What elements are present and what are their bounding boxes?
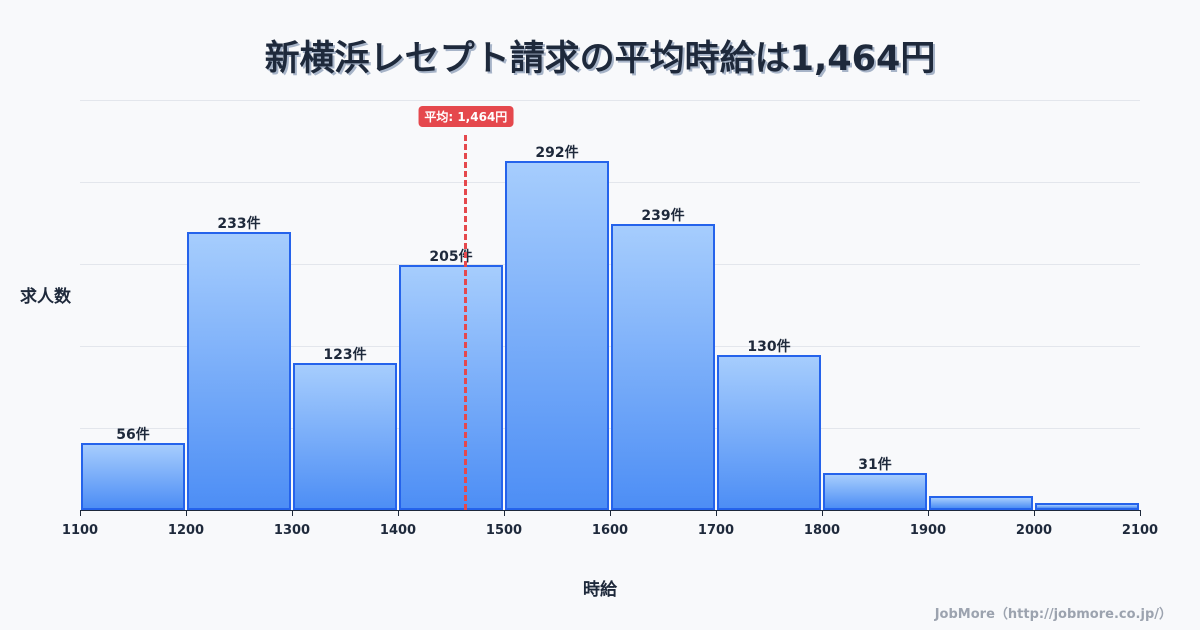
x-tick-mark xyxy=(1034,510,1035,516)
x-tick-label: 1600 xyxy=(591,523,629,538)
x-tick-mark xyxy=(398,510,399,516)
bar-value-label: 205件 xyxy=(429,248,473,265)
gridline xyxy=(80,264,1140,265)
x-tick-label: 1700 xyxy=(697,523,735,538)
chart-title: 新横浜レセプト請求の平均時給は1,464円 xyxy=(264,39,936,79)
x-tick-label: 1900 xyxy=(909,523,947,538)
bar-value-label: 239件 xyxy=(641,208,685,225)
x-tick-label: 2000 xyxy=(1015,523,1053,538)
gridline xyxy=(80,428,1140,429)
x-tick-label: 1100 xyxy=(61,523,99,538)
gridline xyxy=(80,182,1140,183)
bar-value-label: 233件 xyxy=(217,215,261,232)
y-axis-label: 求人数 xyxy=(20,287,71,307)
bar-value-label: 56件 xyxy=(116,427,150,444)
x-tick-mark xyxy=(822,510,823,516)
x-tick-label: 2100 xyxy=(1121,523,1159,538)
histogram-bar: 205件 xyxy=(399,249,503,510)
histogram-bar: 123件 xyxy=(293,347,397,510)
histogram-bar xyxy=(929,495,1033,510)
x-tick-mark xyxy=(1140,510,1141,516)
x-tick-mark xyxy=(80,510,81,516)
histogram-bar: 31件 xyxy=(823,457,927,510)
credit-text: JobMore（http://jobmore.co.jp/） xyxy=(934,607,1172,622)
x-tick-mark xyxy=(504,510,505,516)
gridline xyxy=(80,100,1140,101)
histogram-bar xyxy=(1035,502,1139,510)
average-line xyxy=(464,135,468,510)
x-tick-label: 1300 xyxy=(273,523,311,538)
x-tick-mark xyxy=(186,510,187,516)
bar-value-label: 123件 xyxy=(323,346,367,363)
bar-value-label: 130件 xyxy=(747,338,791,355)
gridline xyxy=(80,346,1140,347)
histogram-bar: 233件 xyxy=(187,216,291,510)
x-tick-mark xyxy=(928,510,929,516)
x-tick-label: 1200 xyxy=(167,523,205,538)
histogram-bar: 292件 xyxy=(505,145,609,510)
x-tick-mark xyxy=(610,510,611,516)
x-axis-label: 時給 xyxy=(583,580,617,600)
bar-value-label: 31件 xyxy=(858,456,892,473)
x-tick-label: 1800 xyxy=(803,523,841,538)
x-tick-mark xyxy=(716,510,717,516)
bar-value-label: 292件 xyxy=(535,144,579,161)
average-badge: 平均: 1,464円 xyxy=(418,106,514,127)
x-tick-mark xyxy=(292,510,293,516)
plot-area: 56件 233件 123件 205件 292件 239件 130件 31件 xyxy=(80,100,1140,511)
histogram-bar: 239件 xyxy=(611,208,715,510)
x-tick-label: 1400 xyxy=(379,523,417,538)
histogram-bar: 130件 xyxy=(717,339,821,510)
x-tick-label: 1500 xyxy=(485,523,523,538)
histogram-bar: 56件 xyxy=(81,427,185,510)
